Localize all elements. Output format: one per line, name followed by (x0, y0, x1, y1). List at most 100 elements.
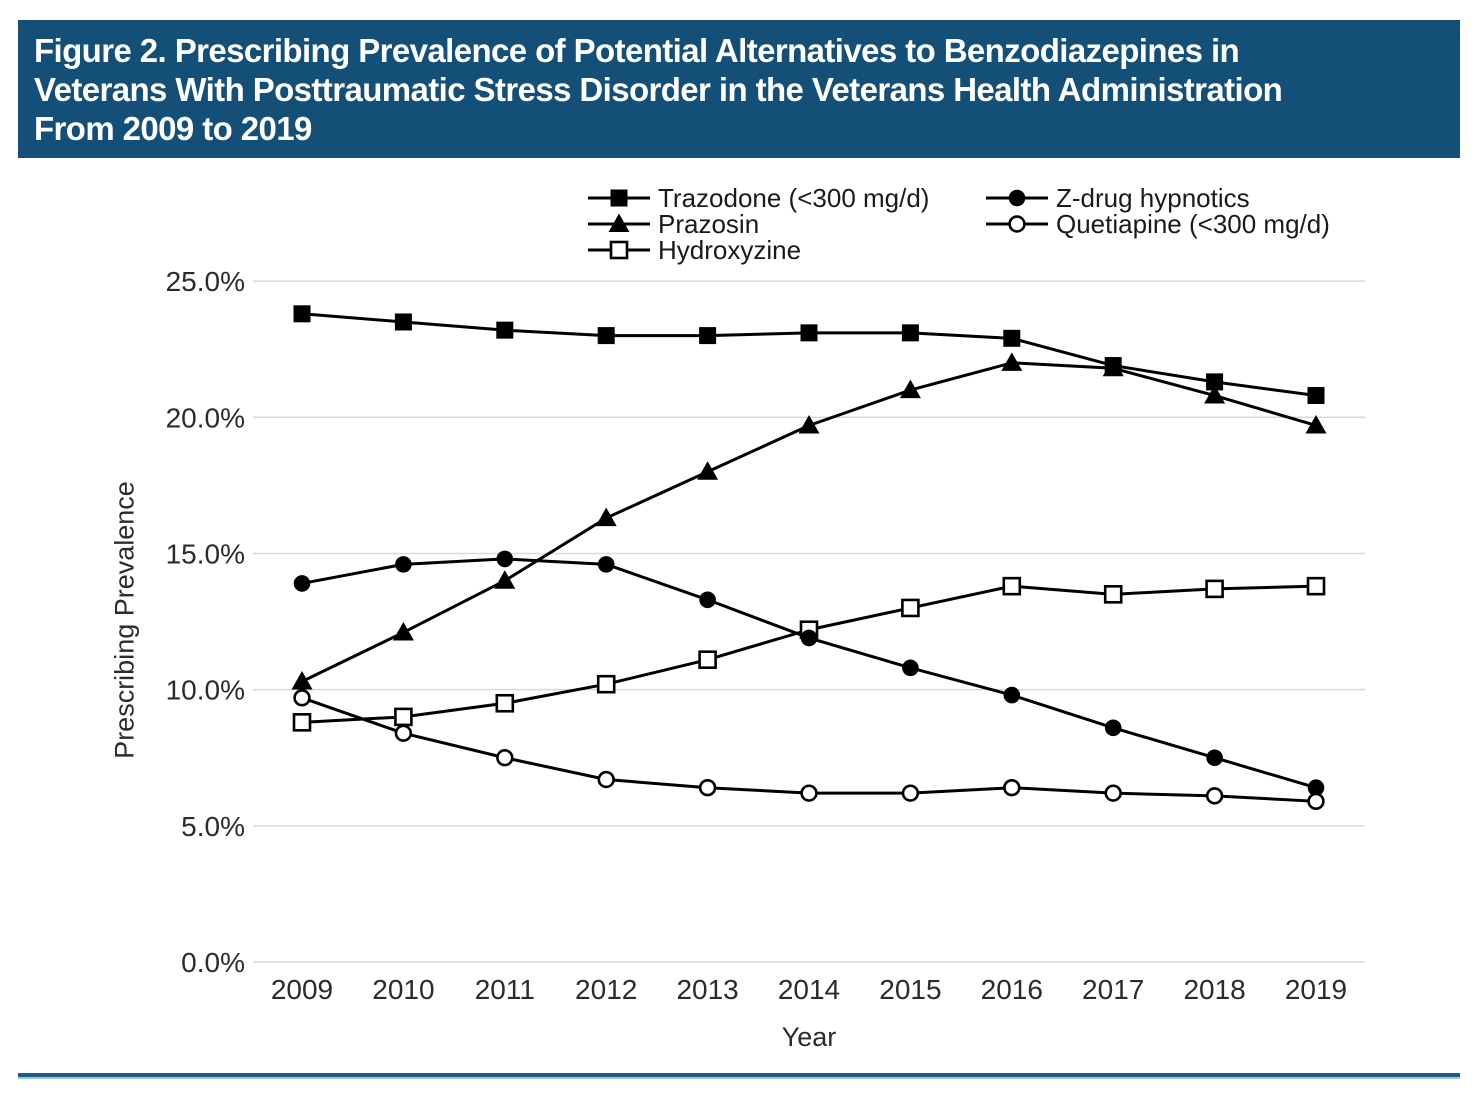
marker-prazosin-2011 (494, 570, 516, 589)
marker-z-drug-hypnotics-2012 (597, 556, 615, 573)
legend-label-quetiapine-300-mg-d: Quetiapine (<300 mg/d) (1056, 209, 1330, 239)
legend-marker-filled-circle (1008, 189, 1026, 207)
y-tick-label-20: 20.0% (166, 402, 245, 433)
x-tick-label-2012: 2012 (575, 974, 637, 1005)
legend-filled-square-icon (588, 189, 650, 207)
figure-title-line-2: Veterans With Posttraumatic Stress Disor… (34, 70, 1283, 108)
marker-prazosin-2015 (899, 379, 921, 399)
x-tick-label-2015: 2015 (879, 974, 941, 1005)
marker-quetiapine-300-mg-d-2012 (597, 770, 615, 789)
chart-legend-column-2: Z-drug hypnotics Quetiapine (<300 mg/d) (986, 185, 1330, 237)
x-axis-title: Year (781, 1022, 837, 1052)
marker-quetiapine-300-mg-d-2017 (1104, 784, 1122, 802)
legend-open-circle-icon (986, 215, 1048, 233)
marker-hydroxyzine-2018 (1205, 579, 1224, 599)
y-tick-label-10: 10.0% (166, 675, 245, 706)
marker-prazosin-2016 (1001, 352, 1023, 371)
marker-hydroxyzine-2017 (1103, 585, 1123, 604)
marker-trazodone-300-mg-d-2013 (699, 327, 717, 345)
marker-z-drug-hypnotics-2011 (496, 550, 514, 568)
x-tick-label-2016: 2016 (981, 974, 1043, 1005)
y-tick-label-5: 5.0% (181, 811, 245, 842)
marker-prazosin-2010 (392, 621, 414, 641)
marker-prazosin-2018 (1204, 385, 1226, 404)
marker-z-drug-hypnotics-2019 (1307, 779, 1325, 796)
legend-item-hydroxyzine: Hydroxyzine (588, 237, 929, 263)
marker-hydroxyzine-2011 (495, 693, 515, 713)
marker-quetiapine-300-mg-d-2019 (1307, 792, 1325, 811)
legend-item-trazodone-300-mg-d: Trazodone (<300 mg/d) (588, 185, 929, 211)
marker-quetiapine-300-mg-d-2015 (901, 784, 920, 802)
marker-hydroxyzine-2012 (596, 674, 616, 694)
x-tick-label-2019: 2019 (1285, 974, 1347, 1005)
x-tick-label-2018: 2018 (1183, 974, 1245, 1005)
marker-trazodone-300-mg-d-2019 (1307, 387, 1325, 405)
legend-label-trazodone-300-mg-d: Trazodone (<300 mg/d) (658, 183, 930, 213)
marker-z-drug-hypnotics-2013 (699, 591, 716, 609)
x-tick-label-2013: 2013 (676, 974, 738, 1005)
figure-title-banner: Figure 2. Prescribing Prevalence of Pote… (18, 20, 1460, 158)
x-tick-label-2011: 2011 (475, 974, 535, 1005)
x-tick-label-2014: 2014 (778, 974, 840, 1005)
marker-trazodone-300-mg-d-2012 (597, 327, 615, 345)
marker-trazodone-300-mg-d-2014 (800, 324, 818, 342)
legend-item-quetiapine-300-mg-d: Quetiapine (<300 mg/d) (986, 211, 1330, 237)
legend-marker-open-circle (1008, 215, 1026, 233)
marker-z-drug-hypnotics-2010 (395, 556, 412, 573)
figure-title-line-3: From 2009 to 2019 (34, 109, 312, 147)
y-tick-label-25: 25.0% (166, 266, 245, 297)
marker-trazodone-300-mg-d-2015 (901, 324, 919, 342)
marker-quetiapine-300-mg-d-2016 (1003, 778, 1021, 797)
x-tick-label-2010: 2010 (372, 974, 434, 1005)
legend-marker-open-square (609, 240, 629, 260)
figure-title-line-1: Figure 2. Prescribing Prevalence of Pote… (34, 31, 1240, 69)
legend-marker-filled-square (610, 189, 628, 207)
marker-prazosin-2014 (798, 414, 820, 434)
marker-hydroxyzine-2016 (1002, 576, 1022, 596)
marker-z-drug-hypnotics-2009 (293, 575, 311, 592)
legend-label-hydroxyzine: Hydroxyzine (658, 235, 802, 265)
legend-item-prazosin: Prazosin (588, 211, 929, 237)
legend-label-prazosin: Prazosin (658, 209, 760, 239)
marker-trazodone-300-mg-d-2018 (1206, 373, 1224, 391)
marker-prazosin-2012 (595, 507, 617, 527)
marker-prazosin-2009 (291, 670, 313, 690)
marker-quetiapine-300-mg-d-2010 (394, 724, 413, 742)
marker-trazodone-300-mg-d-2016 (1003, 329, 1021, 347)
marker-trazodone-300-mg-d-2017 (1104, 357, 1122, 375)
marker-prazosin-2013 (697, 461, 719, 480)
y-axis-title: Prescribing Prevalence (109, 481, 140, 759)
marker-quetiapine-300-mg-d-2018 (1205, 787, 1224, 805)
marker-z-drug-hypnotics-2018 (1206, 749, 1223, 767)
chart-legend-column-1: Trazodone (<300 mg/d) Prazosin Hydroxyzine (588, 185, 929, 263)
legend-filled-circle-icon (986, 189, 1048, 207)
marker-prazosin-2019 (1305, 414, 1327, 434)
legend-open-square-icon (588, 240, 650, 260)
legend-item-z-drug-hypnotics: Z-drug hypnotics (986, 185, 1330, 211)
marker-hydroxyzine-2015 (901, 598, 920, 618)
legend-marker-filled-triangle (608, 213, 630, 232)
marker-hydroxyzine-2013 (698, 650, 717, 669)
marker-trazodone-300-mg-d-2010 (394, 313, 412, 331)
x-tick-label-2017: 2017 (1082, 974, 1144, 1005)
marker-hydroxyzine-2009 (292, 713, 312, 732)
marker-z-drug-hypnotics-2015 (902, 659, 919, 677)
marker-trazodone-300-mg-d-2011 (496, 321, 514, 339)
marker-z-drug-hypnotics-2016 (1003, 686, 1021, 704)
marker-hydroxyzine-2010 (394, 707, 413, 727)
bottom-rule (18, 1073, 1460, 1079)
series-line-z-drug-hypnotics (301, 557, 1317, 790)
marker-hydroxyzine-2019 (1306, 576, 1326, 596)
marker-z-drug-hypnotics-2017 (1104, 719, 1122, 737)
marker-z-drug-hypnotics-2014 (800, 629, 818, 647)
legend-label-z-drug-hypnotics: Z-drug hypnotics (1056, 183, 1250, 213)
marker-quetiapine-300-mg-d-2013 (698, 778, 717, 797)
y-tick-label-0: 0.0% (181, 947, 245, 978)
marker-quetiapine-300-mg-d-2009 (293, 689, 311, 707)
y-tick-label-15: 15.0% (166, 538, 245, 569)
marker-quetiapine-300-mg-d-2014 (800, 784, 818, 802)
legend-filled-triangle-icon (588, 213, 650, 232)
marker-quetiapine-300-mg-d-2011 (496, 749, 514, 767)
